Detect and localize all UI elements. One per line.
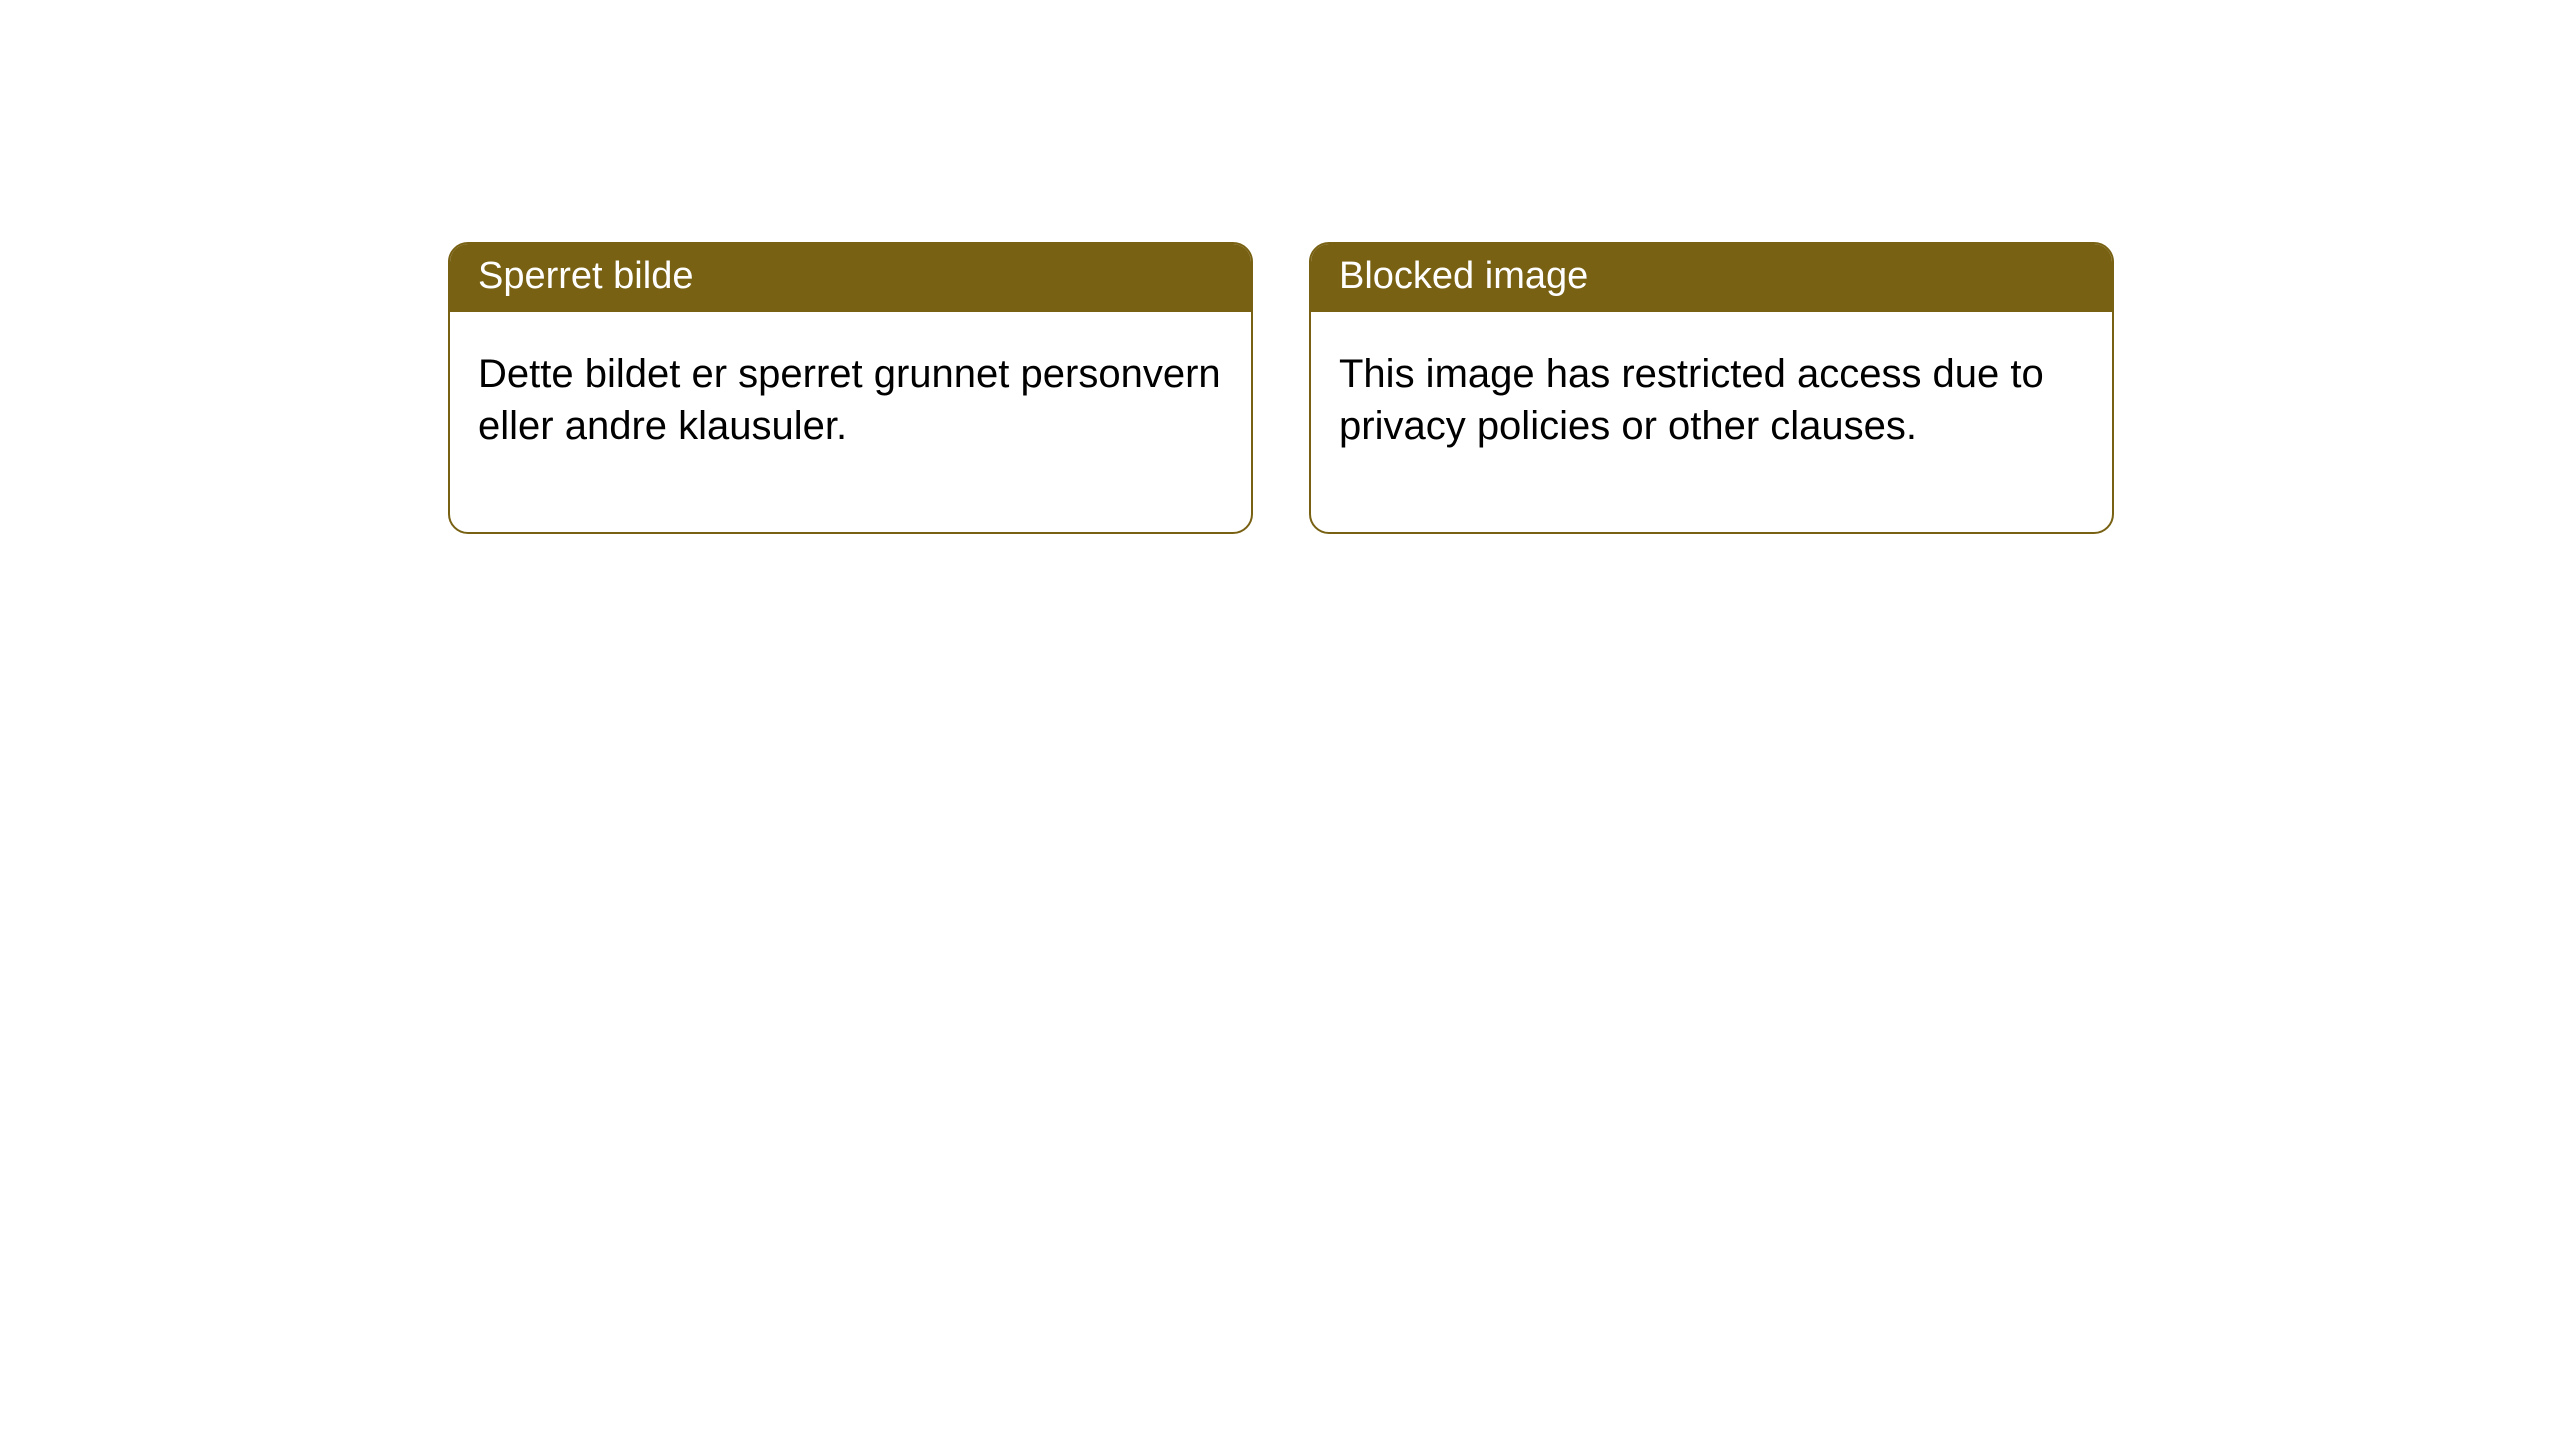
- notice-header-english: Blocked image: [1311, 244, 2112, 312]
- notice-card-norwegian: Sperret bilde Dette bildet er sperret gr…: [448, 242, 1253, 534]
- notice-body-norwegian: Dette bildet er sperret grunnet personve…: [450, 312, 1251, 532]
- notice-body-english: This image has restricted access due to …: [1311, 312, 2112, 532]
- notice-card-english: Blocked image This image has restricted …: [1309, 242, 2114, 534]
- notice-header-norwegian: Sperret bilde: [450, 244, 1251, 312]
- notice-container: Sperret bilde Dette bildet er sperret gr…: [0, 0, 2560, 534]
